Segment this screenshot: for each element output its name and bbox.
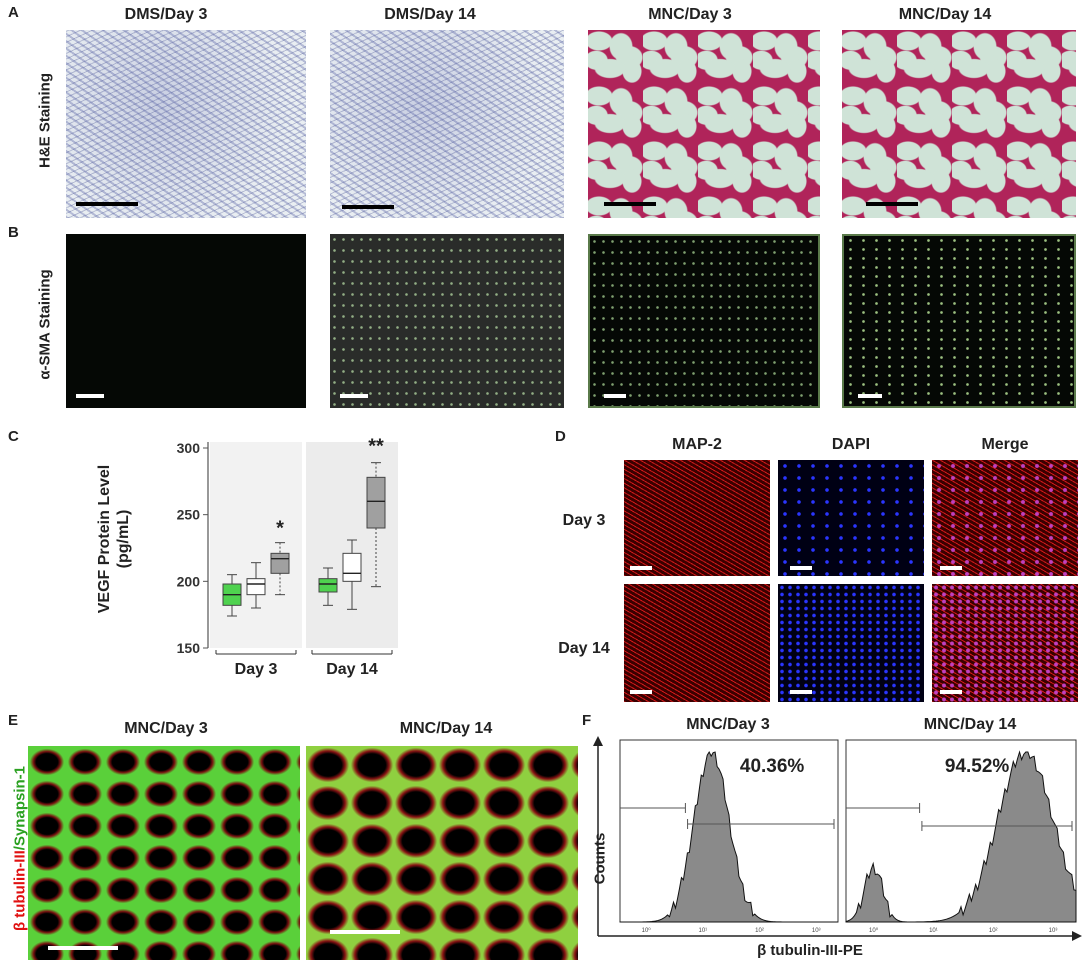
x-tick-label: 10¹ [929,928,938,934]
flow-cytometry-histograms: 40.36% 10⁰ 10¹ 10² 10³ 94.52% 10⁰ 10¹ 10² 10³ [593,736,1082,941]
chart-y-axis-label: VEGF Protein Level (pg/mL) [95,439,133,639]
chart-y-axis-label-line2: (pg/mL) [115,509,132,569]
scale-bar [340,394,368,398]
x-tick-label: 10⁰ [869,927,879,934]
scale-bar [790,690,812,694]
y-axis-arrowhead [593,736,603,746]
y-tick-label: 250 [177,507,201,523]
significance-annotation: ** [368,436,384,458]
scale-bar [940,690,962,694]
panel-a-title-4: MNC/Day 14 [898,6,992,23]
x-category-label: Day 3 [235,661,278,678]
scale-bar [342,205,394,209]
he-dms-day14-image [330,30,564,218]
panel-b-row-label: α-SMA Staining [36,269,54,380]
box [318,578,338,593]
percent-positive-label: 40.36% [740,756,805,777]
panel-e-letter: E [8,712,19,729]
panel-e-y-label: β tubulin-III/Synapsin-1 [12,759,29,939]
sma-dms-day14-image [330,234,564,408]
panel-c-letter: C [8,428,19,445]
box [366,476,386,529]
panel-e-title-1: MNC/Day 3 [124,720,208,737]
panel-f-letter: F [582,712,592,729]
x-axis-arrowhead [1072,931,1082,941]
scale-bar [604,394,626,398]
percent-positive-label: 94.52% [945,756,1010,777]
scale-bar [858,394,882,398]
dapi-day3-image [778,460,924,576]
sma-mnc-day14-image [842,234,1076,408]
panel-e-y-label-green: /Synapsin-1 [11,766,29,851]
neuron-mnc-day14-image [306,746,578,960]
box [246,578,266,596]
panel-d-letter: D [555,428,566,445]
panel-e-y-label-red: β tubulin-III [11,850,29,932]
he-mnc-day3-image [588,30,820,218]
scale-bar [940,566,962,570]
he-dms-day3-image [66,30,306,218]
panel-d-col-title-2: DAPI [831,436,871,453]
box [342,552,362,582]
map2-day14-image [624,584,770,702]
x-tick-label: 10² [755,928,764,934]
panel-d-row-label-1: Day 3 [562,512,606,529]
scale-bar [604,202,656,206]
scale-bar [76,202,138,206]
scale-bar [330,930,400,934]
significance-annotation: * [276,518,284,540]
neuron-mnc-day3-image [28,746,300,960]
histogram-area [620,750,838,923]
panel-f-x-label: β tubulin-III-PE [757,942,863,959]
scale-bar [48,946,118,950]
panel-a-row-label: H&E Staining [36,73,54,169]
sma-dms-day3-image [66,234,306,408]
x-tick-label: 10⁰ [642,927,652,934]
panel-a-letter: A [8,4,19,21]
x-tick-label: 10³ [812,928,821,934]
panel-f-title-1: MNC/Day 3 [686,716,770,733]
scale-bar [630,566,652,570]
scale-bar [866,202,918,206]
merge-day3-image [932,460,1078,576]
panel-a-title-1: DMS/Day 3 [124,6,208,23]
panel-f-title-2: MNC/Day 14 [923,716,1017,733]
scale-bar [630,690,652,694]
merge-day14-image [932,584,1078,702]
x-tick-label: 10¹ [699,928,708,934]
sma-mnc-day3-image [588,234,820,408]
panel-a-title-2: DMS/Day 14 [384,6,476,23]
he-mnc-day14-image [842,30,1076,218]
x-tick-label: 10² [989,928,998,934]
panel-d-col-title-3: Merge [981,436,1029,453]
x-category-label: Day 14 [326,661,378,678]
panel-a-title-3: MNC/Day 3 [648,6,732,23]
box [270,552,290,574]
scale-bar [76,394,104,398]
vegf-box-plot: 300 250 200 150 * Day 3 ** Day 14 [177,436,398,678]
chart-y-axis-label-line1: VEGF Protein Level [96,464,113,614]
y-tick-label: 300 [177,440,201,456]
x-tick-label: 10³ [1049,928,1058,934]
map2-day3-image [624,460,770,576]
panel-b-letter: B [8,224,19,241]
panel-d-col-title-1: MAP-2 [672,436,722,453]
panel-e-title-2: MNC/Day 14 [399,720,493,737]
y-tick-label: 200 [177,573,201,589]
dapi-day14-image [778,584,924,702]
group-background [210,442,302,648]
histogram-area [845,750,1077,923]
y-tick-label: 150 [177,640,201,656]
panel-d-row-label-2: Day 14 [558,640,610,657]
scale-bar [790,566,812,570]
